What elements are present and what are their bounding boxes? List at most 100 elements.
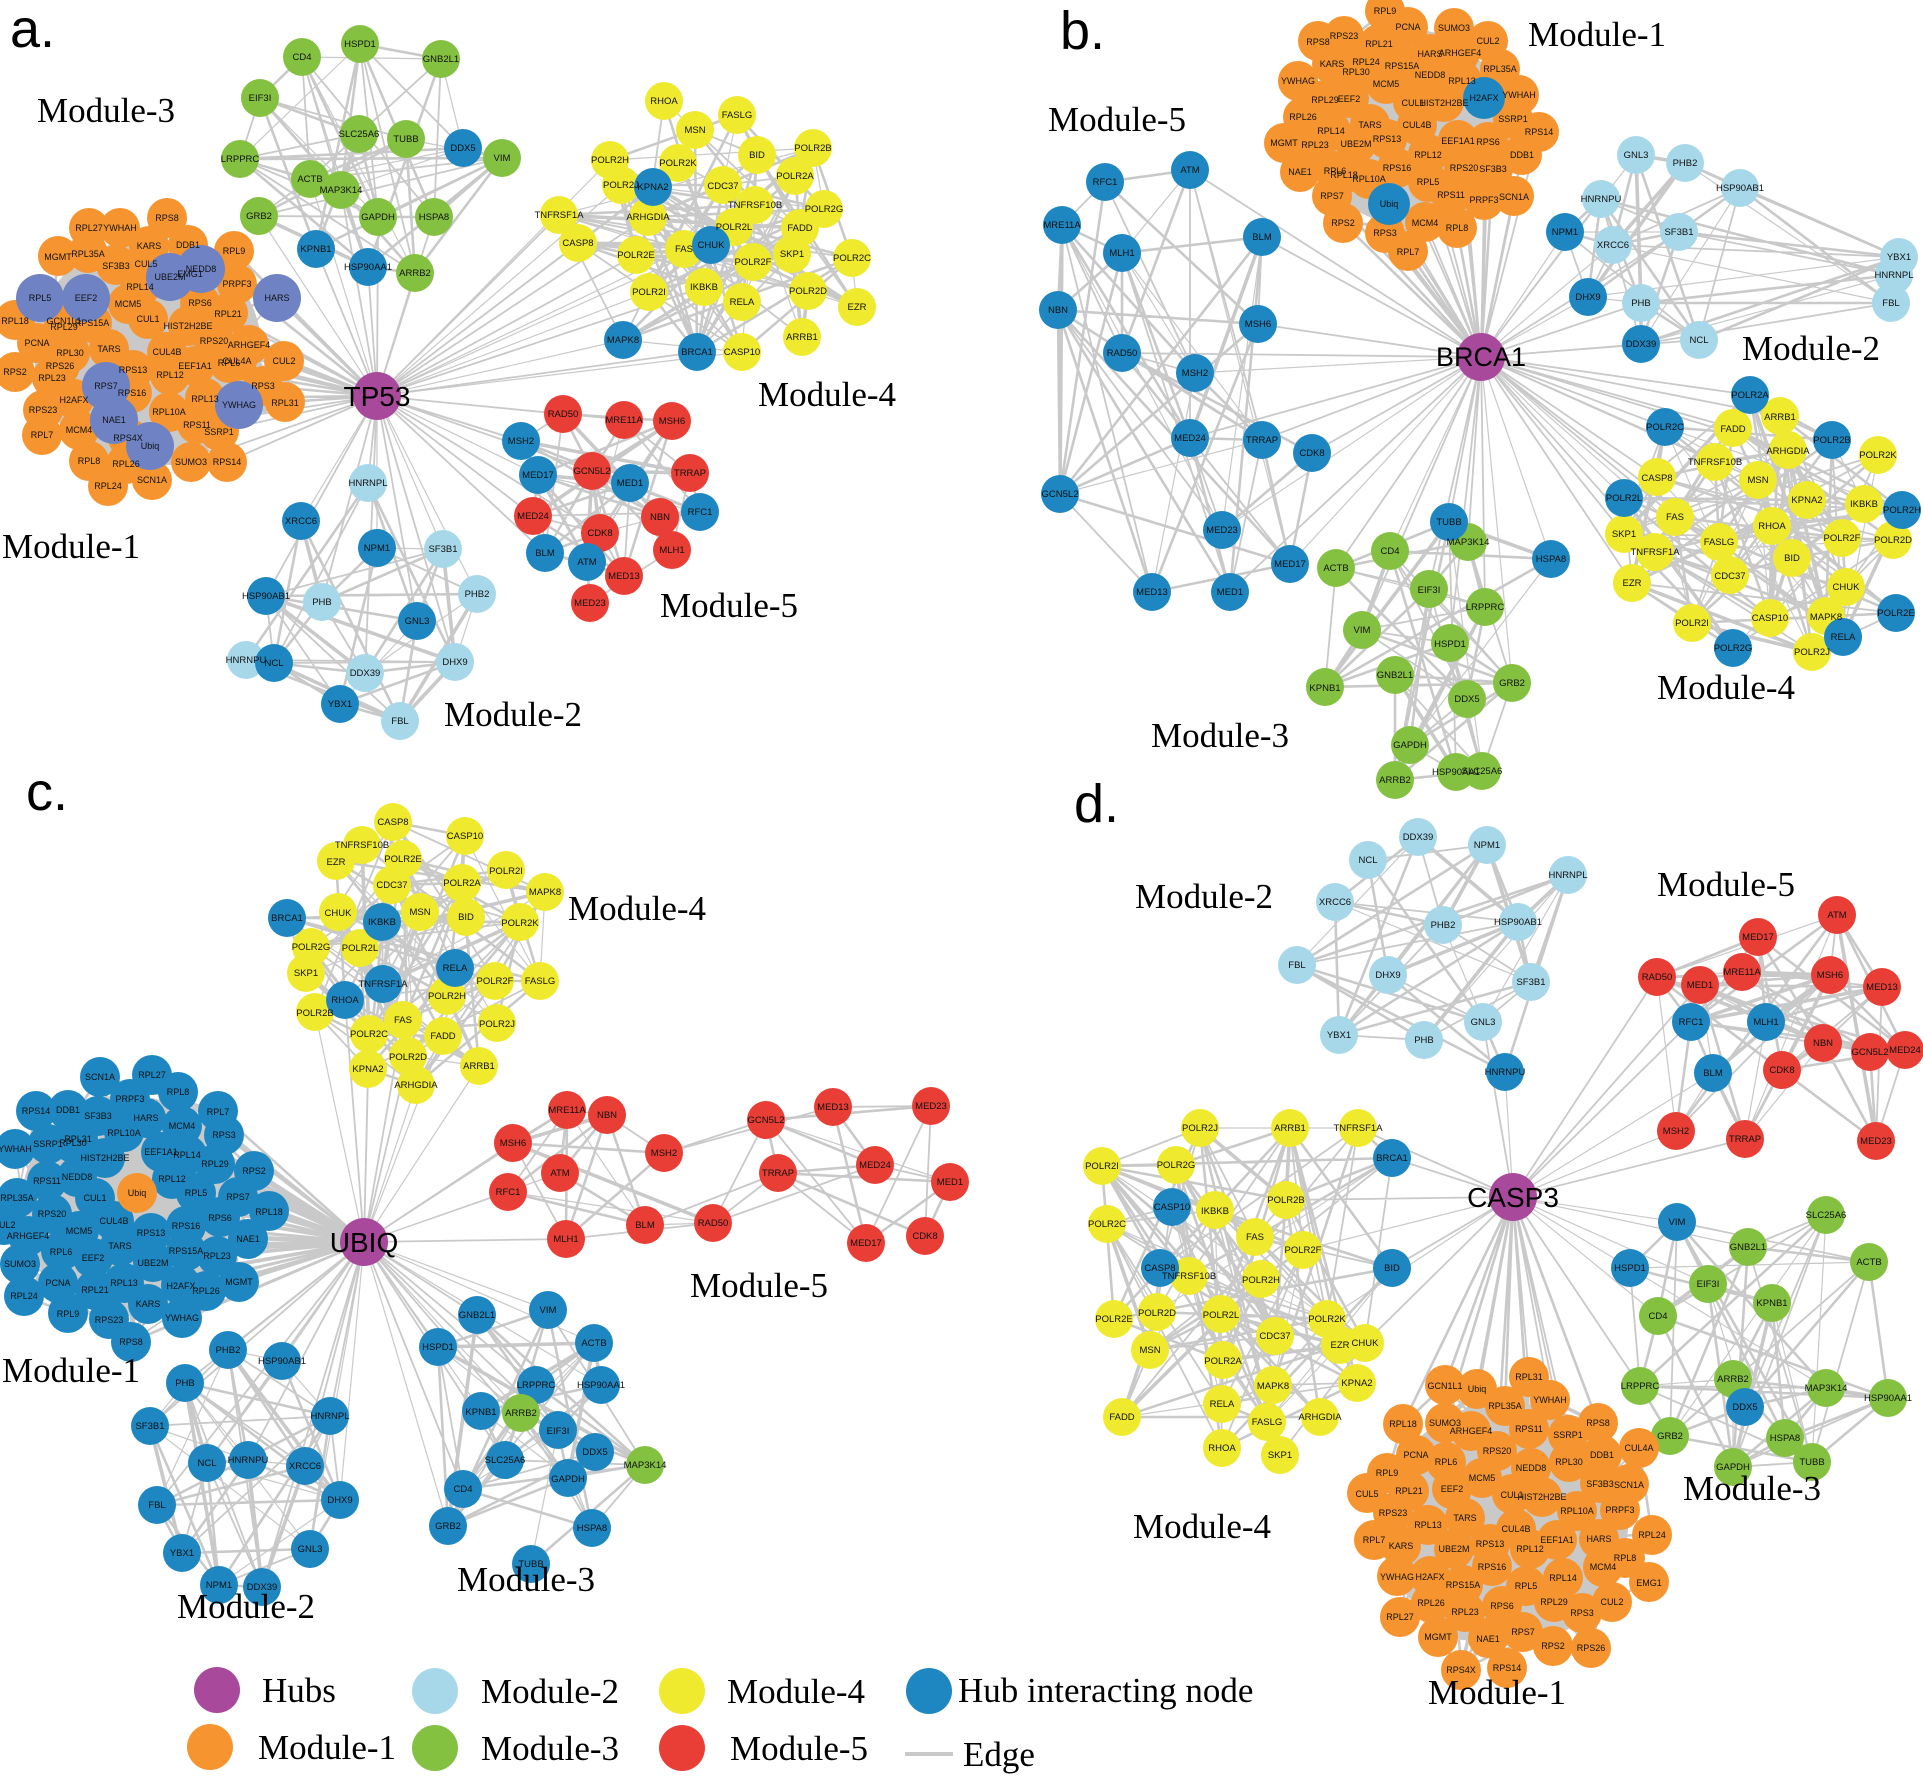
svg-text:MAP3K14: MAP3K14	[320, 185, 363, 196]
svg-text:FAS: FAS	[1666, 512, 1684, 523]
svg-text:RPS7: RPS7	[226, 1192, 250, 1202]
svg-text:RPL24: RPL24	[1352, 57, 1380, 67]
svg-text:MED1: MED1	[1217, 587, 1243, 598]
svg-text:RPL7: RPL7	[1397, 247, 1420, 257]
svg-text:MED1: MED1	[1687, 980, 1713, 991]
svg-text:POLR2I: POLR2I	[1085, 1161, 1119, 1172]
svg-text:Edge: Edge	[963, 1735, 1035, 1774]
svg-text:CUL2: CUL2	[272, 356, 295, 366]
svg-text:CDC37: CDC37	[1714, 571, 1745, 582]
svg-text:NBN: NBN	[1813, 1038, 1833, 1049]
svg-text:RPS11: RPS11	[33, 1176, 61, 1186]
svg-text:RPS7: RPS7	[94, 381, 118, 391]
svg-text:RPL31: RPL31	[64, 1134, 92, 1144]
svg-text:RPL7: RPL7	[31, 430, 54, 440]
svg-text:CUL1: CUL1	[136, 314, 159, 324]
svg-text:MAP3K14: MAP3K14	[624, 1460, 667, 1471]
svg-text:NAE1: NAE1	[236, 1234, 260, 1244]
svg-text:UBE2M: UBE2M	[137, 1258, 168, 1268]
svg-text:HIST2H2BE: HIST2H2BE	[1419, 98, 1468, 108]
svg-text:CUL5: CUL5	[134, 259, 157, 269]
svg-text:RELA: RELA	[1210, 1399, 1235, 1410]
svg-text:RPL23: RPL23	[1451, 1607, 1479, 1617]
svg-text:H2AFX: H2AFX	[59, 395, 88, 405]
svg-text:POLR2F: POLR2F	[1285, 1245, 1322, 1256]
svg-text:RPS7: RPS7	[1320, 191, 1344, 201]
svg-text:NBN: NBN	[1048, 305, 1068, 316]
svg-text:RPL5: RPL5	[29, 293, 52, 303]
svg-text:MSN: MSN	[1747, 475, 1768, 486]
svg-text:MGMT: MGMT	[44, 252, 72, 262]
svg-text:POLR2A: POLR2A	[1731, 390, 1769, 401]
svg-text:HSPD1: HSPD1	[1614, 1263, 1646, 1274]
svg-text:YBX1: YBX1	[1327, 1030, 1351, 1041]
svg-text:POLR2B: POLR2B	[1813, 435, 1851, 446]
svg-text:POLR2J: POLR2J	[1182, 1123, 1218, 1134]
svg-text:YWHAH: YWHAH	[0, 1144, 32, 1154]
svg-text:SLC25A6: SLC25A6	[485, 1455, 526, 1466]
svg-text:FADD: FADD	[1109, 1412, 1134, 1423]
svg-text:HNRNPL: HNRNPL	[1548, 870, 1587, 881]
svg-text:ARRB2: ARRB2	[1379, 775, 1411, 786]
svg-text:POLR2E: POLR2E	[1877, 608, 1915, 619]
svg-text:d.: d.	[1074, 774, 1119, 834]
svg-text:MLH1: MLH1	[1109, 248, 1134, 259]
svg-text:CDK8: CDK8	[1299, 448, 1324, 459]
svg-text:POLR2L: POLR2L	[716, 222, 752, 233]
svg-text:IKBKB: IKBKB	[690, 282, 718, 293]
svg-text:CDK8: CDK8	[587, 528, 612, 539]
svg-text:MCM4: MCM4	[1412, 218, 1439, 228]
svg-text:POLR2D: POLR2D	[389, 1052, 427, 1063]
svg-text:RPL8: RPL8	[1614, 1553, 1637, 1563]
svg-text:HNRNPU: HNRNPU	[1581, 194, 1622, 205]
svg-text:DHX9: DHX9	[1375, 970, 1400, 981]
svg-text:KPNB1: KPNB1	[1756, 1298, 1787, 1309]
svg-text:SLC25A6: SLC25A6	[1462, 766, 1503, 777]
svg-text:RPS4X: RPS4X	[113, 433, 143, 443]
svg-text:ARRB2: ARRB2	[1717, 1374, 1749, 1385]
svg-text:EZR: EZR	[327, 857, 346, 868]
svg-text:SLC25A6: SLC25A6	[339, 129, 380, 140]
svg-text:POLR2H: POLR2H	[591, 155, 629, 166]
svg-text:FAS: FAS	[675, 244, 693, 255]
svg-text:RPS14: RPS14	[213, 457, 242, 467]
svg-text:RPL23: RPL23	[1301, 140, 1329, 150]
svg-text:MED24: MED24	[517, 511, 549, 522]
svg-text:FBL: FBL	[148, 1500, 165, 1511]
svg-text:TARS: TARS	[97, 344, 120, 354]
svg-text:RPS23: RPS23	[1379, 1508, 1408, 1518]
svg-text:ARRB1: ARRB1	[1764, 412, 1796, 423]
svg-text:RHOA: RHOA	[650, 96, 678, 107]
svg-text:RELA: RELA	[443, 963, 468, 974]
svg-text:HSPA8: HSPA8	[1536, 554, 1566, 565]
svg-text:RPL5: RPL5	[1515, 1581, 1538, 1591]
svg-text:MRE11A: MRE11A	[548, 1105, 586, 1116]
svg-text:ARRB2: ARRB2	[399, 268, 431, 279]
svg-text:KPNB1: KPNB1	[300, 244, 331, 255]
svg-text:CASP10: CASP10	[724, 347, 760, 358]
svg-text:POLR2E: POLR2E	[384, 854, 422, 865]
svg-text:POLR2H: POLR2H	[1883, 505, 1921, 516]
svg-text:ARHGEF4: ARHGEF4	[1439, 48, 1482, 58]
svg-text:UBE2M: UBE2M	[154, 272, 185, 282]
svg-text:FAS: FAS	[394, 1015, 412, 1026]
svg-text:RPL27: RPL27	[75, 223, 103, 233]
svg-text:RPL30: RPL30	[59, 1138, 87, 1148]
svg-text:RPL8: RPL8	[167, 1087, 190, 1097]
svg-text:RPL8: RPL8	[78, 456, 101, 466]
svg-text:MGMT: MGMT	[1270, 138, 1298, 148]
svg-text:EZR: EZR	[1623, 578, 1642, 589]
svg-text:Module-1: Module-1	[1428, 1673, 1566, 1712]
svg-text:MLH1: MLH1	[659, 545, 684, 556]
svg-text:UBE2M: UBE2M	[1438, 1544, 1469, 1554]
svg-text:Module-3: Module-3	[457, 1560, 595, 1599]
svg-text:GNL3: GNL3	[1624, 150, 1649, 161]
svg-text:EIF3I: EIF3I	[249, 93, 272, 104]
svg-text:HNRNPL: HNRNPL	[310, 1411, 349, 1422]
svg-text:CUL4B: CUL4B	[1501, 1524, 1530, 1534]
svg-text:FBL: FBL	[1288, 960, 1305, 971]
svg-text:RHOA: RHOA	[331, 995, 359, 1006]
svg-text:MCM5: MCM5	[1469, 1473, 1496, 1483]
svg-text:RPL7: RPL7	[207, 1107, 230, 1117]
svg-text:b.: b.	[1060, 1, 1105, 61]
